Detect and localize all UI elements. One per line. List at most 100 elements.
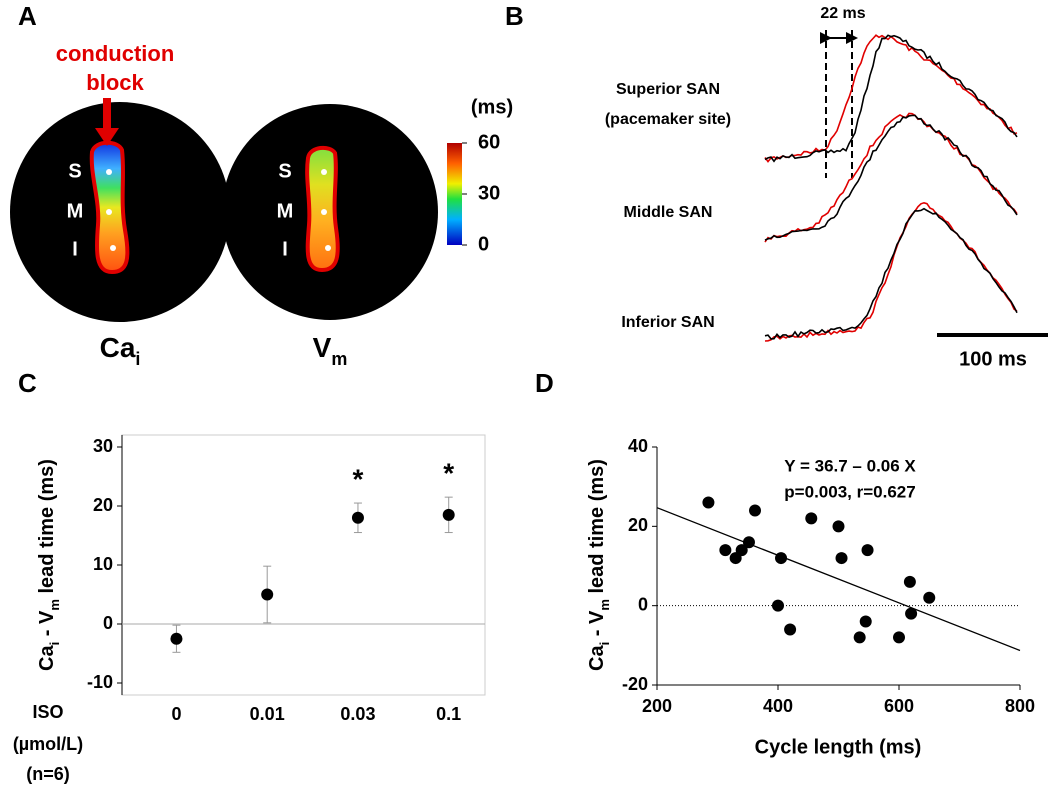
- y-axis-title-part: i: [597, 642, 612, 646]
- y-tick-label: 0: [103, 613, 113, 633]
- y-axis-title-part: Ca: [36, 645, 58, 671]
- data-point: [832, 520, 845, 533]
- site-dot: [321, 209, 327, 215]
- y-axis-title-part: - V: [36, 610, 58, 642]
- data-point: [893, 631, 905, 644]
- y-axis-title-part: i: [47, 642, 62, 646]
- site-label: I: [282, 238, 288, 260]
- map-title-part: m: [331, 349, 347, 369]
- row-label: (pacemaker site): [605, 111, 731, 128]
- y-tick-label: 30: [93, 436, 113, 456]
- data-point: [859, 615, 872, 628]
- scale-bar-label: 100 ms: [959, 348, 1027, 370]
- site-dot: [110, 245, 116, 251]
- fit-annotation: p=0.003, r=0.627: [784, 482, 915, 501]
- y-tick-label: 20: [628, 515, 648, 535]
- map-title: Cai: [100, 332, 141, 368]
- data-point: [351, 511, 364, 524]
- map-title-part: V: [313, 332, 332, 363]
- colorbar-tick-label: 0: [478, 233, 489, 255]
- colorbar-unit: (ms): [471, 96, 513, 118]
- data-point: [742, 536, 755, 549]
- x-tick-label: 0.01: [250, 704, 285, 724]
- data-point: [835, 552, 848, 565]
- panel-label: A: [18, 1, 37, 31]
- site-label: M: [67, 200, 84, 222]
- data-point: [905, 607, 918, 620]
- map-title-part: Ca: [100, 332, 136, 363]
- data-point: [923, 591, 936, 604]
- x-tick-label: 0.1: [436, 704, 461, 724]
- site-dot: [321, 169, 327, 175]
- x-axis-title: (µmol/L): [13, 734, 83, 754]
- data-point: [772, 599, 784, 612]
- data-point: [735, 544, 748, 557]
- site-dot: [106, 169, 112, 175]
- x-axis-title: (n=6): [26, 764, 70, 784]
- data-point: [853, 631, 866, 644]
- significance-marker: *: [352, 463, 363, 494]
- colorbar-tick-label: 30: [478, 182, 500, 204]
- row-label: Inferior SAN: [621, 314, 714, 331]
- site-label: S: [68, 160, 81, 182]
- site-dot: [325, 245, 331, 251]
- optical-trace: [764, 112, 1018, 243]
- map-title-part: i: [135, 349, 140, 369]
- data-point: [903, 575, 916, 588]
- x-tick-label: 0.03: [340, 704, 375, 724]
- site-dot: [106, 209, 112, 215]
- y-axis-title-part: lead time (ms): [586, 459, 608, 599]
- x-axis-title: Cycle length (ms): [755, 736, 922, 758]
- data-point: [719, 544, 732, 557]
- activation-map: [89, 140, 130, 275]
- annotation: conduction: [56, 41, 175, 66]
- optical-trace: [764, 114, 1018, 241]
- y-axis-title-part: lead time (ms): [36, 459, 58, 599]
- data-point: [749, 504, 762, 517]
- fit-annotation: Y = 36.7 – 0.06 X: [784, 456, 916, 475]
- annotation: block: [86, 70, 144, 95]
- colorbar: [447, 143, 462, 245]
- data-point: [805, 512, 818, 525]
- data-point: [702, 496, 715, 509]
- site-label: M: [277, 200, 294, 222]
- data-point: [170, 632, 183, 645]
- fit-line: [656, 507, 1021, 652]
- significance-marker: *: [443, 458, 454, 489]
- x-tick-label: 0: [171, 704, 181, 724]
- y-axis-title-part: m: [47, 599, 62, 611]
- x-axis-title: ISO: [32, 702, 63, 722]
- y-tick-label: 40: [628, 436, 648, 456]
- optical-trace: [764, 34, 1018, 163]
- y-tick-label: 10: [93, 554, 113, 574]
- x-tick-label: 400: [763, 696, 793, 716]
- y-tick-label: -10: [87, 672, 113, 692]
- site-label: I: [72, 238, 78, 260]
- y-axis-title-part: - V: [586, 610, 608, 642]
- panel-label: B: [505, 1, 524, 31]
- interval-label: 22 ms: [820, 5, 865, 22]
- y-tick-label: -20: [622, 674, 648, 694]
- data-point: [775, 552, 788, 565]
- optical-trace: [764, 201, 1018, 342]
- panel-label: C: [18, 368, 37, 398]
- y-axis-title: Cai - Vm lead time (ms): [36, 459, 62, 671]
- x-tick-label: 800: [1005, 696, 1035, 716]
- panel-label: D: [535, 368, 554, 398]
- row-label: Superior SAN: [616, 81, 720, 98]
- y-tick-label: 0: [638, 594, 648, 614]
- row-label: Middle SAN: [624, 204, 713, 221]
- colorbar-tick-label: 60: [478, 131, 500, 153]
- plot-frame: [121, 434, 486, 696]
- y-axis-title: Cai - Vm lead time (ms): [586, 459, 612, 671]
- x-tick-label: 600: [884, 696, 914, 716]
- site-label: S: [278, 160, 291, 182]
- arrow-head: [95, 128, 119, 146]
- activation-map: [305, 145, 340, 273]
- data-point: [261, 588, 274, 601]
- y-axis-title-part: m: [597, 599, 612, 611]
- map-title: Vm: [313, 332, 348, 368]
- optical-trace: [764, 34, 1018, 163]
- data-point: [784, 623, 797, 636]
